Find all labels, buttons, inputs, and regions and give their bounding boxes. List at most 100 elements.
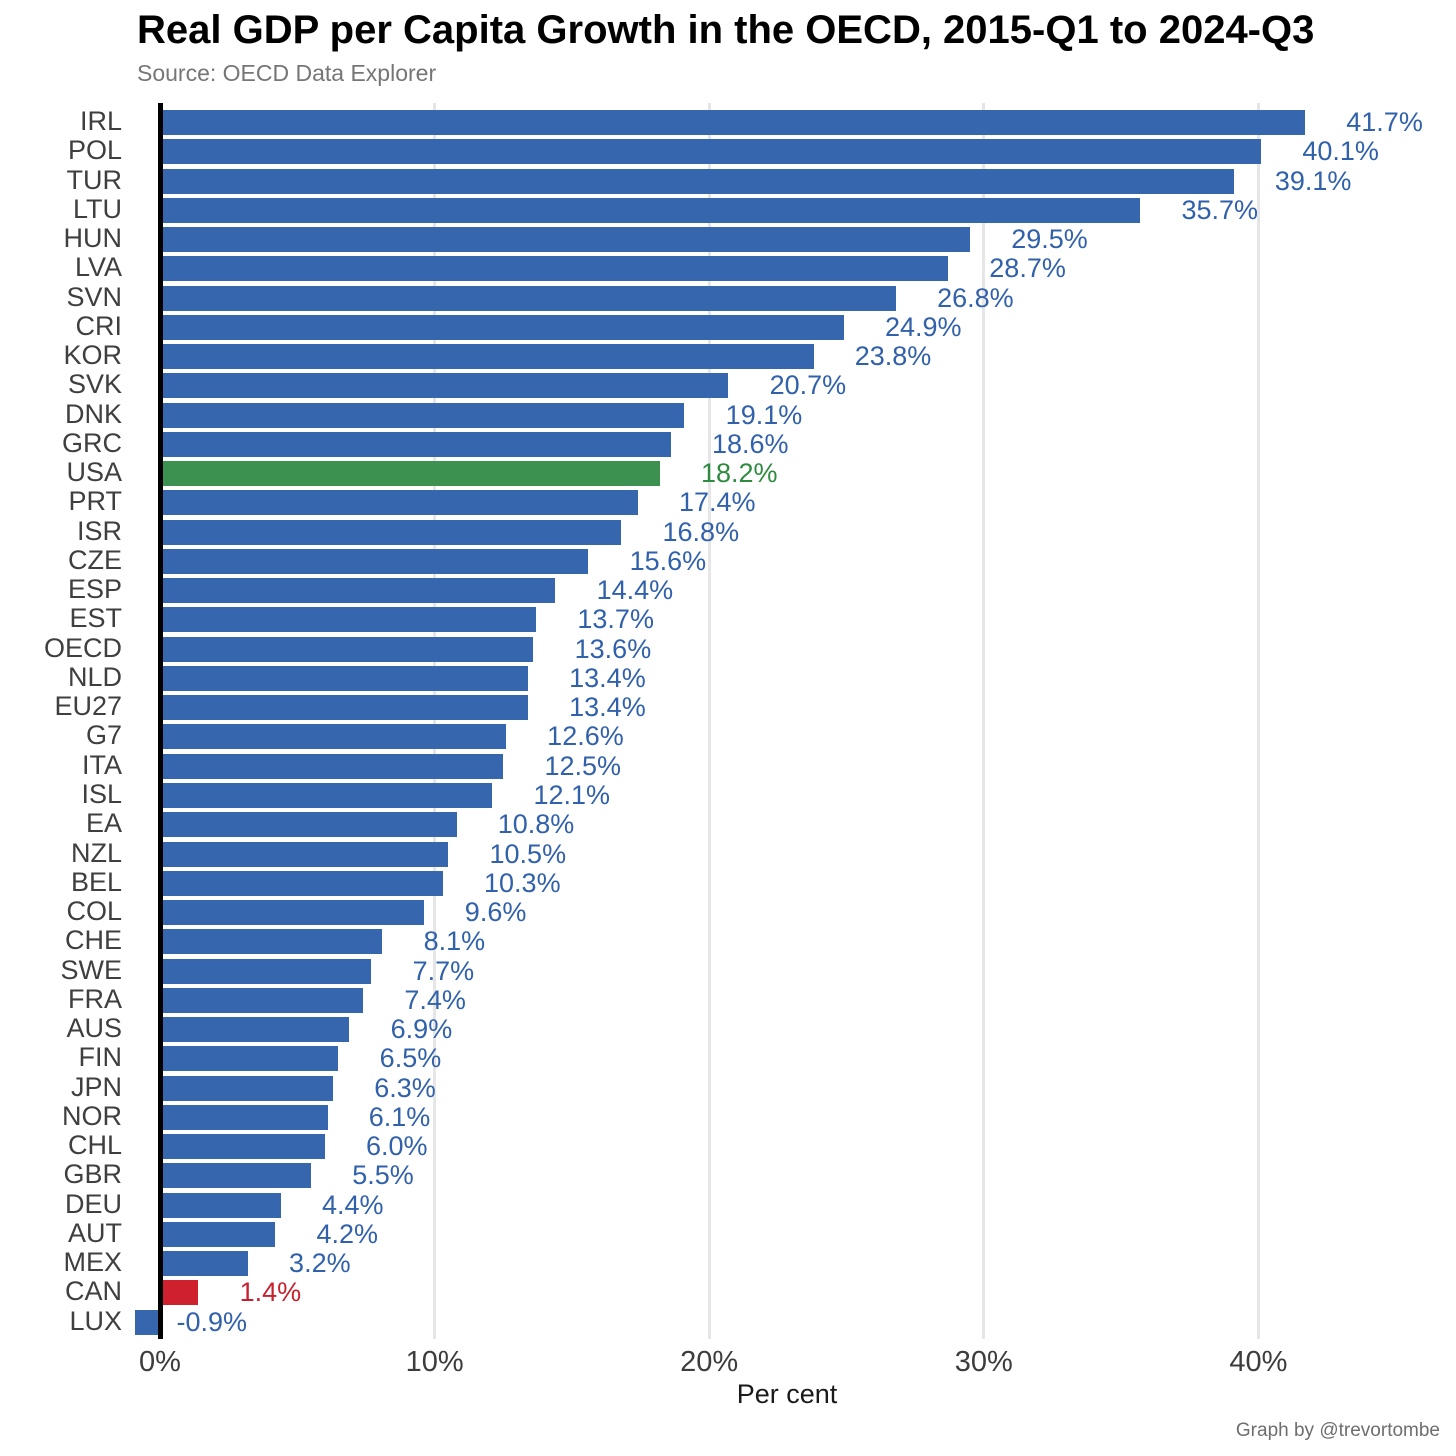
- value-label-pol: 40.1%: [1302, 136, 1379, 167]
- chart-title: Real GDP per Capita Growth in the OECD, …: [137, 8, 1315, 52]
- bar-g7: [160, 724, 506, 750]
- value-label-nld: 13.4%: [569, 662, 646, 693]
- category-label-col: COL: [66, 896, 122, 927]
- value-label-deu: 4.4%: [322, 1189, 384, 1220]
- category-label-prt: PRT: [68, 486, 122, 517]
- bar-fin: [160, 1046, 339, 1072]
- value-label-irl: 41.7%: [1346, 107, 1423, 137]
- category-label-g7: G7: [85, 720, 122, 751]
- value-label-tur: 39.1%: [1274, 165, 1352, 196]
- value-label-est: 13.7%: [577, 604, 654, 635]
- value-label-aut: 4.2%: [316, 1218, 379, 1249]
- category-label-tur: TUR: [66, 164, 123, 195]
- category-label-svk: SVK: [67, 369, 122, 400]
- category-label-ea: EA: [85, 808, 122, 839]
- bar-prt: [160, 490, 638, 516]
- value-label-svk: 20.7%: [769, 370, 847, 401]
- value-label-svn: 26.8%: [937, 282, 1014, 313]
- category-label-lux: LUX: [69, 1305, 122, 1336]
- bar-dnk: [160, 402, 685, 428]
- category-label-can: CAN: [64, 1276, 122, 1307]
- category-label-nor: NOR: [62, 1100, 122, 1131]
- value-label-cri: 24.9%: [884, 311, 962, 342]
- bar-col: [160, 900, 424, 926]
- bar-mex: [160, 1251, 248, 1277]
- category-label-svn: SVN: [66, 281, 122, 312]
- x-tick-40: 40%: [1229, 1346, 1288, 1378]
- plot-area: IRL 41.7% POL 40.1% TUR 39.1% LTU 35.7% HUN 29.5%…: [0, 103, 1456, 1339]
- value-label-usa: 18.2%: [700, 458, 778, 489]
- bar-est: [160, 607, 537, 633]
- category-label-pol: POL: [67, 135, 122, 166]
- value-label-col: 9.6%: [464, 897, 527, 928]
- gridline-20: [707, 103, 711, 1339]
- value-label-gbr: 5.5%: [352, 1160, 414, 1191]
- value-label-lux: -0.9%: [176, 1306, 248, 1337]
- value-label-jpn: 6.3%: [374, 1072, 436, 1103]
- value-label-g7: 12.6%: [547, 721, 624, 752]
- bar-bel: [160, 870, 443, 896]
- credit-text: Graph by @trevortombe: [1235, 1420, 1440, 1441]
- x-axis-title: Per cent: [736, 1379, 838, 1409]
- bar-eu27: [160, 695, 528, 721]
- bar-hun: [160, 227, 971, 253]
- value-label-can: 1.4%: [239, 1277, 302, 1308]
- bar-lux: [135, 1309, 160, 1335]
- bar-nld: [160, 665, 528, 691]
- category-label-hun: HUN: [63, 223, 123, 254]
- bar-ea: [160, 812, 457, 838]
- value-label-che: 8.1%: [423, 926, 486, 957]
- category-label-isr: ISR: [76, 515, 122, 546]
- category-label-kor: KOR: [63, 340, 122, 371]
- bar-cri: [160, 314, 844, 340]
- bar-kor: [160, 344, 814, 370]
- bar-cze: [160, 548, 589, 574]
- value-label-dnk: 19.1%: [725, 399, 803, 430]
- category-label-isl: ISL: [81, 778, 122, 809]
- value-label-chl: 6.0%: [365, 1131, 428, 1162]
- bar-isr: [160, 519, 622, 545]
- category-label-ltu: LTU: [72, 193, 122, 224]
- value-label-nzl: 10.5%: [489, 838, 567, 869]
- category-label-esp: ESP: [67, 574, 122, 605]
- category-label-nld: NLD: [67, 661, 122, 692]
- bar-isl: [160, 782, 493, 808]
- value-label-bel: 10.3%: [484, 867, 561, 898]
- value-label-prt: 17.4%: [678, 487, 756, 518]
- bar-gbr: [160, 1163, 312, 1189]
- value-label-ea: 10.8%: [497, 809, 575, 840]
- bar-irl: [160, 110, 1306, 135]
- bar-grc: [160, 431, 671, 457]
- value-label-aus: 6.9%: [390, 1014, 453, 1045]
- category-label-aut: AUT: [68, 1217, 122, 1248]
- category-label-ita: ITA: [82, 749, 122, 780]
- bar-svk: [160, 373, 729, 399]
- category-label-cri: CRI: [75, 310, 123, 341]
- category-label-gbr: GBR: [63, 1159, 122, 1190]
- value-label-fra: 7.4%: [404, 984, 466, 1015]
- value-label-hun: 29.5%: [1011, 224, 1088, 255]
- value-label-isr: 16.8%: [662, 516, 740, 547]
- value-label-mex: 3.2%: [289, 1248, 351, 1279]
- category-label-deu: DEU: [64, 1188, 122, 1219]
- bar-jpn: [160, 1075, 333, 1101]
- bar-deu: [160, 1192, 281, 1218]
- category-label-fra: FRA: [68, 983, 122, 1014]
- gridline-10: [433, 103, 437, 1339]
- category-label-mex: MEX: [63, 1247, 122, 1278]
- x-tick-30: 30%: [954, 1346, 1013, 1378]
- value-label-isl: 12.1%: [533, 779, 611, 810]
- x-tick-20: 20%: [680, 1346, 739, 1378]
- bar-chl: [160, 1134, 325, 1160]
- chart-subtitle: Source: OECD Data Explorer: [137, 60, 437, 86]
- bar-lva: [160, 256, 949, 282]
- gridline-40: [1256, 103, 1260, 1339]
- value-label-kor: 23.8%: [854, 341, 932, 372]
- category-label-lva: LVA: [74, 252, 122, 283]
- category-label-usa: USA: [66, 457, 122, 488]
- category-label-nzl: NZL: [70, 837, 122, 868]
- bar-aus: [160, 1017, 350, 1043]
- zero-axis-line: [157, 103, 163, 1339]
- bar-nzl: [160, 841, 449, 867]
- bar-fra: [160, 987, 364, 1013]
